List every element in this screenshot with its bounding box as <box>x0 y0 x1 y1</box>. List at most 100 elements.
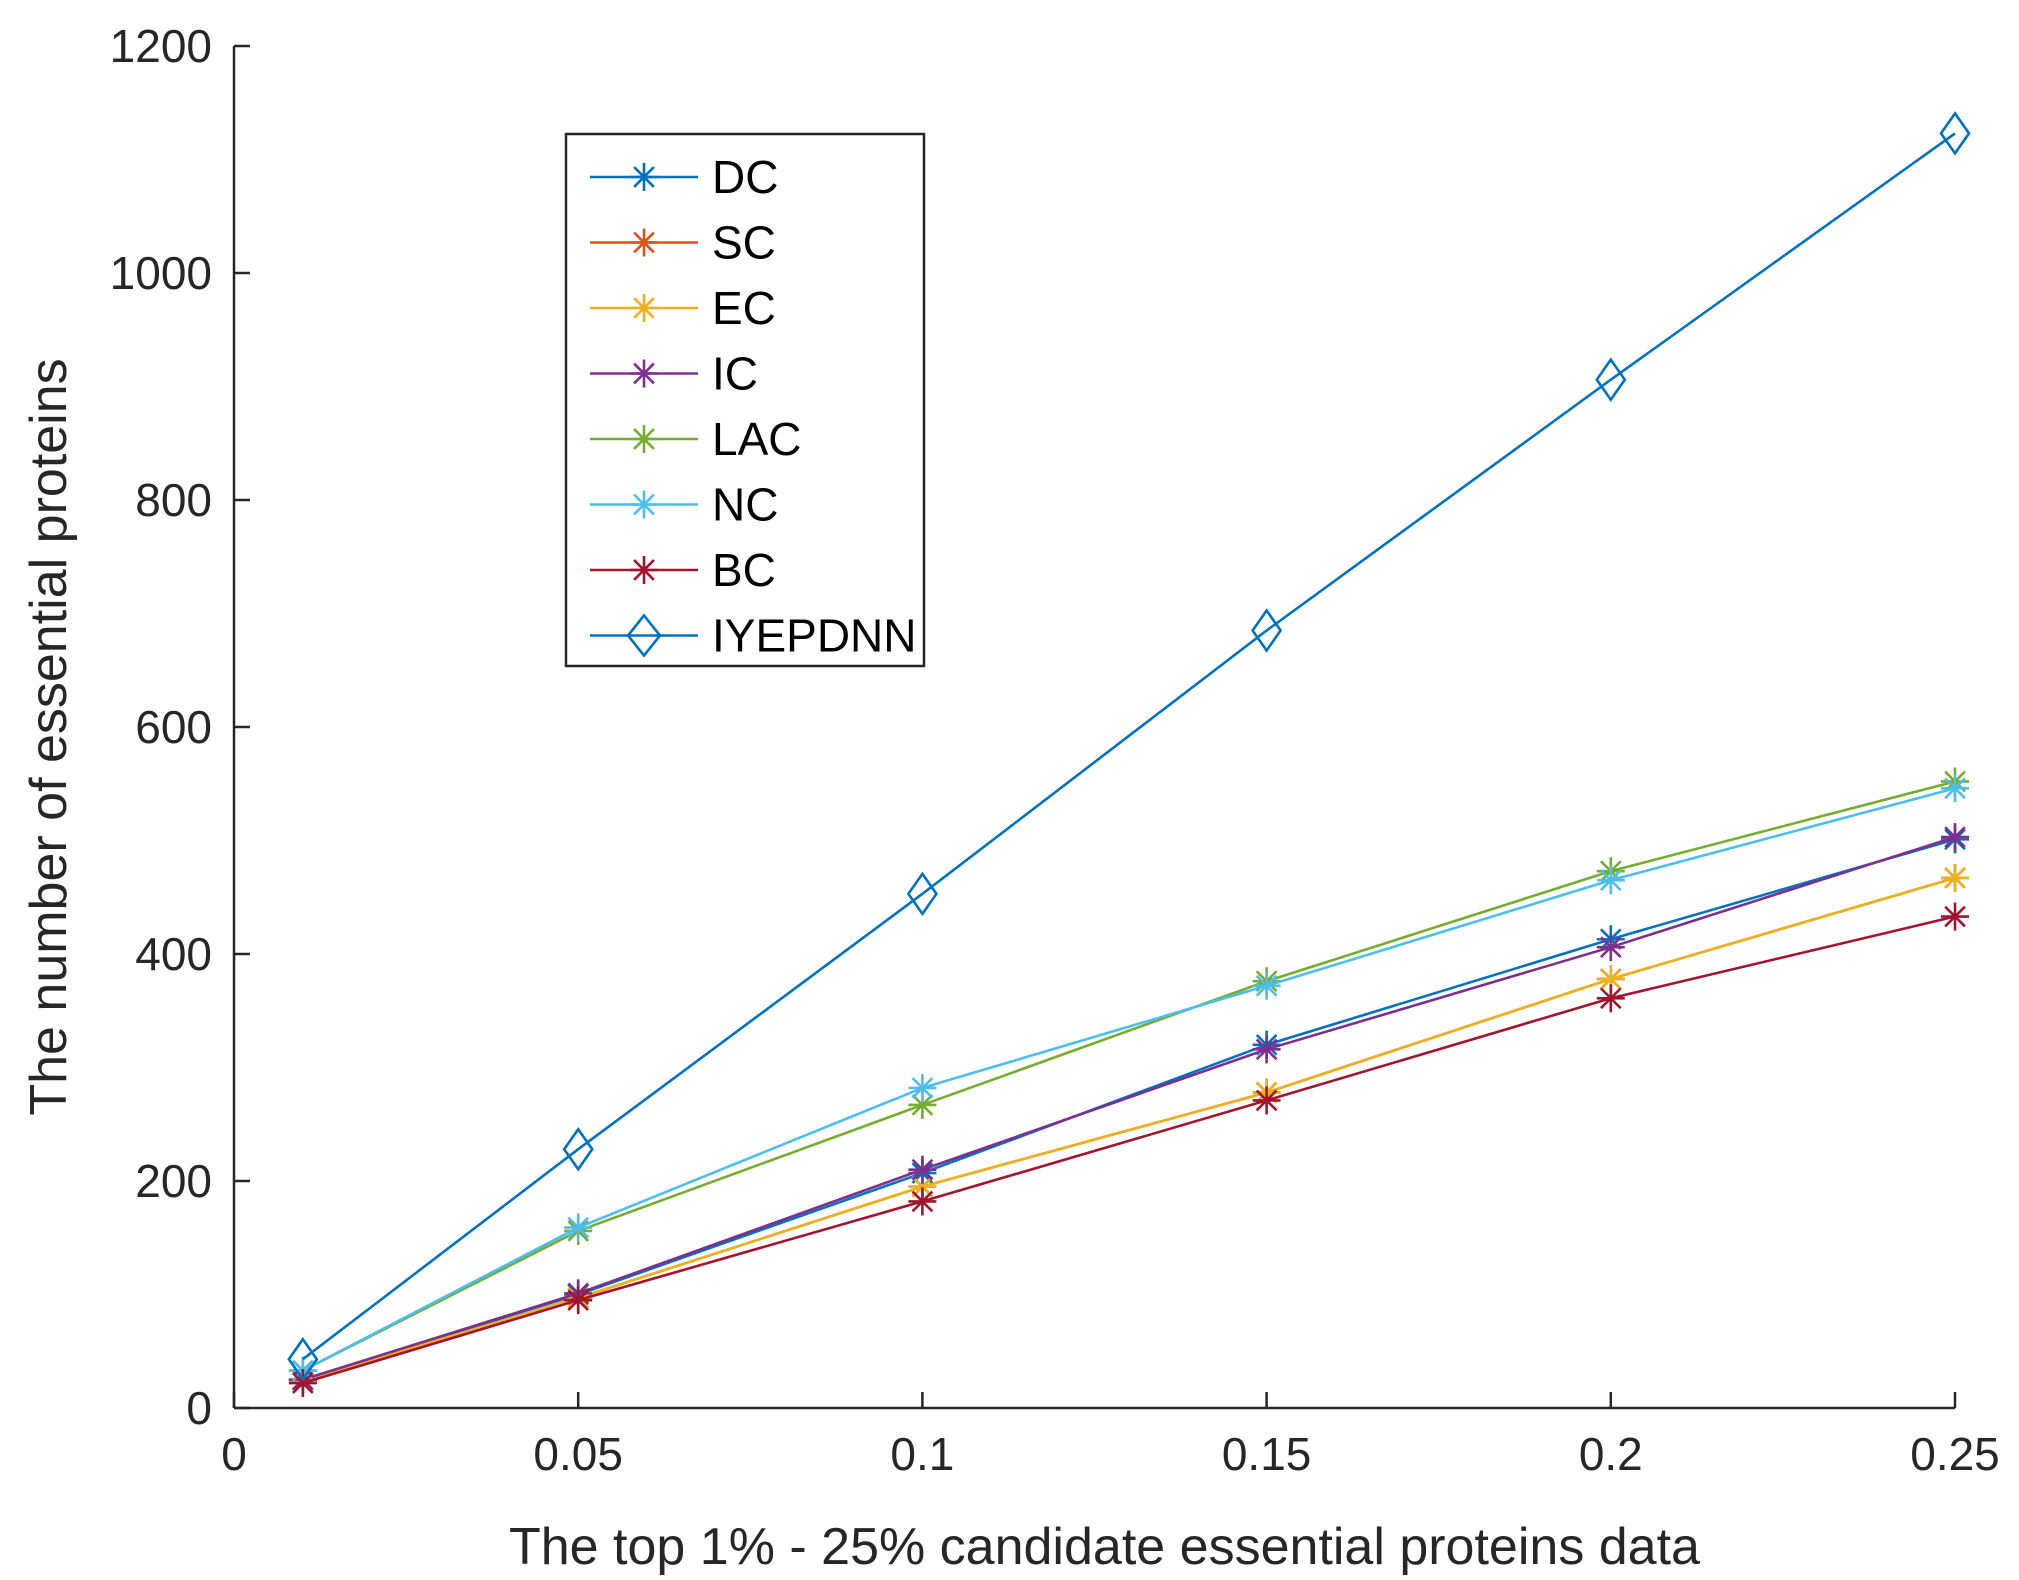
asterisk-stroke <box>1944 777 1966 800</box>
asterisk-stroke <box>1599 968 1622 990</box>
series-line <box>302 915 1956 1385</box>
y-tick-label: 1000 <box>110 247 212 299</box>
x-tick-label: 0.2 <box>1579 1428 1643 1480</box>
asterisk-stroke <box>633 231 655 254</box>
data-point <box>288 1369 317 1398</box>
asterisk-stroke <box>1255 1089 1278 1112</box>
legend-box <box>564 132 926 668</box>
asterisk-stroke <box>567 1216 590 1239</box>
y-tick-label: 200 <box>135 1155 212 1207</box>
data-point <box>562 1126 594 1172</box>
asterisk-marker <box>630 163 658 191</box>
asterisk-stroke <box>633 559 655 581</box>
x-tick-label: 0.15 <box>1222 1428 1312 1480</box>
legend-item: DC <box>590 151 778 203</box>
asterisk-stroke <box>911 1190 934 1213</box>
legend-label: NC <box>712 479 778 531</box>
data-point <box>908 1155 937 1184</box>
asterisk-marker <box>630 228 658 257</box>
asterisk-stroke <box>1599 869 1622 892</box>
data-point <box>1941 823 1969 852</box>
asterisk-stroke <box>633 493 655 516</box>
x-tick-label: 0 <box>221 1428 247 1480</box>
data-point <box>1939 111 1971 156</box>
legend-label: IYEPDNN <box>712 610 916 662</box>
data-point <box>908 1073 937 1102</box>
axes: 0 0.05 0.1 0.15 0.2 0.25 0 200 400 600 800 1000 1200… <box>20 20 2000 1576</box>
series-line <box>302 787 1956 1372</box>
y-tick-label: 1200 <box>110 20 212 72</box>
legend-item: IYEPDNN <box>590 610 916 662</box>
asterisk-stroke <box>1599 936 1622 959</box>
series-line <box>302 132 1956 1361</box>
legend-item: BC <box>590 544 776 596</box>
asterisk-stroke <box>567 1289 590 1311</box>
data-point <box>1596 984 1625 1013</box>
legend-item: SC <box>590 217 776 269</box>
data-point <box>1596 933 1625 962</box>
data-point <box>1941 902 1969 931</box>
asterisk-stroke <box>1944 905 1966 928</box>
asterisk-stroke <box>1255 1038 1278 1061</box>
y-tick-label: 800 <box>135 474 212 526</box>
y-tick-label: 0 <box>186 1382 212 1434</box>
data-point <box>1941 774 1969 803</box>
asterisk-stroke <box>911 1158 934 1181</box>
legend: DC SC EC IC LAC NC BC IYEPDNN <box>564 132 926 668</box>
series-line <box>302 780 1956 1372</box>
data-point <box>906 871 938 917</box>
asterisk-marker <box>630 294 658 322</box>
data-point <box>287 1336 319 1382</box>
data-point <box>1252 1035 1281 1064</box>
legend-label: SC <box>712 217 776 269</box>
data-point <box>908 1187 937 1216</box>
x-axis-title: The top 1% - 25% candidate essential pro… <box>509 1518 1700 1576</box>
series-line <box>302 835 1956 1381</box>
asterisk-stroke <box>1944 867 1966 889</box>
series-bc <box>288 902 1969 1398</box>
legend-label: EC <box>712 282 776 334</box>
asterisk-stroke <box>292 1372 314 1394</box>
asterisk-stroke <box>1599 987 1622 1010</box>
legend-item: EC <box>590 282 776 334</box>
asterisk-stroke <box>1255 974 1278 997</box>
asterisk-stroke <box>911 1077 934 1099</box>
series-line <box>302 876 1956 1383</box>
legend-item: NC <box>590 479 778 531</box>
legend-label: BC <box>712 544 776 596</box>
data-point <box>1941 863 1969 892</box>
data-point <box>1596 964 1625 993</box>
legend-item: IC <box>590 348 758 400</box>
asterisk-marker <box>630 556 658 584</box>
series-group <box>287 111 1971 1398</box>
asterisk-marker <box>630 425 658 453</box>
legend-label: LAC <box>712 413 801 465</box>
legend-item: LAC <box>590 413 801 465</box>
legend-label: IC <box>712 348 758 400</box>
data-point <box>1595 357 1627 402</box>
asterisk-stroke <box>1944 826 1966 848</box>
y-tick-label: 400 <box>135 928 212 980</box>
data-point <box>1596 866 1625 895</box>
data-point <box>564 1286 593 1315</box>
series-iyepdnn <box>287 111 1971 1382</box>
data-point <box>564 1213 593 1242</box>
data-point <box>1251 608 1283 653</box>
data-point <box>1252 1086 1281 1115</box>
legend-label: DC <box>712 151 778 203</box>
asterisk-marker <box>630 490 658 519</box>
x-tick-label: 0.05 <box>533 1428 623 1480</box>
y-tick-label: 600 <box>135 701 212 753</box>
asterisk-stroke <box>633 362 655 385</box>
x-tick-label: 0.25 <box>1910 1428 2000 1480</box>
y-axis-title: The number of essential proteins <box>20 358 78 1115</box>
asterisk-marker <box>630 359 658 388</box>
data-point <box>1252 971 1281 1000</box>
asterisk-stroke <box>911 1094 934 1116</box>
x-tick-label: 0.1 <box>890 1428 954 1480</box>
asterisk-stroke <box>633 297 655 319</box>
asterisk-stroke <box>633 166 655 188</box>
asterisk-stroke <box>633 428 655 450</box>
